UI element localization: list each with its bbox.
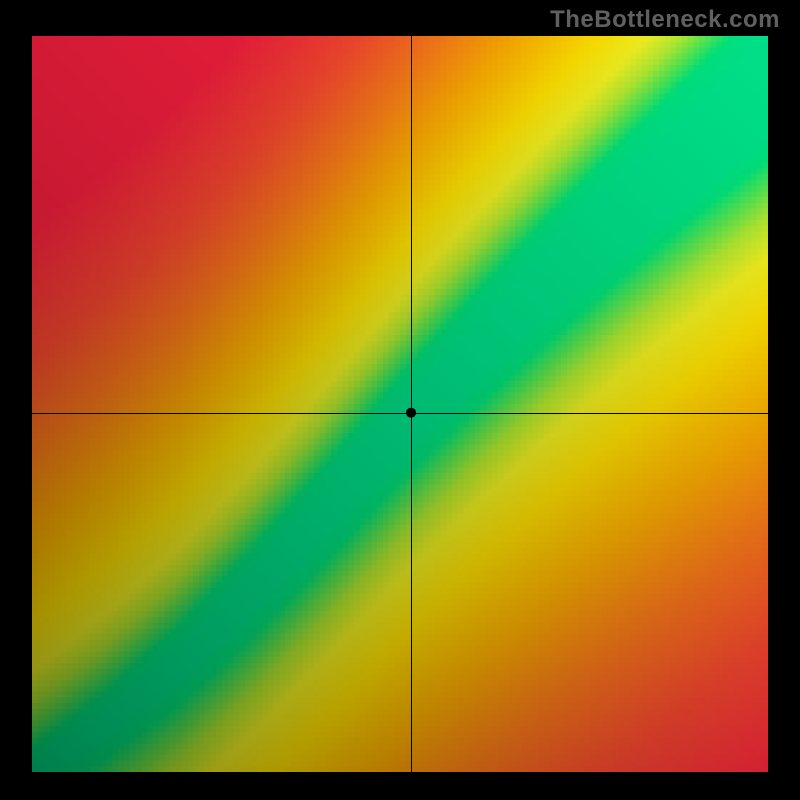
watermark-text: TheBottleneck.com [550,6,780,34]
bottleneck-heatmap [32,36,768,772]
crosshair-overlay [32,36,768,772]
page-container: TheBottleneck.com [0,0,800,800]
